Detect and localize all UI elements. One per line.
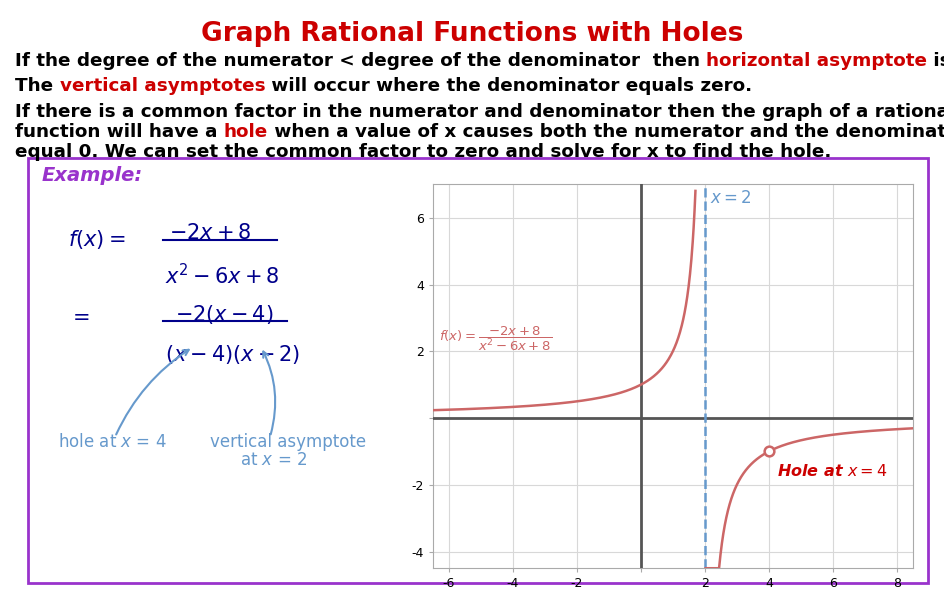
FancyBboxPatch shape (28, 158, 927, 583)
Text: Graph Rational Functions with Holes: Graph Rational Functions with Holes (201, 21, 742, 47)
Text: $f(x) = \dfrac{-2x+8}{x^2-6x+8}$: $f(x) = \dfrac{-2x+8}{x^2-6x+8}$ (439, 325, 551, 353)
Text: $x = 2$: $x = 2$ (709, 189, 750, 208)
Text: Example:: Example: (42, 166, 143, 185)
Text: function will have a: function will have a (15, 123, 224, 141)
Text: will occur where the denominator equals zero.: will occur where the denominator equals … (265, 77, 751, 95)
Text: $-2x+8$: $-2x+8$ (169, 223, 251, 243)
Text: Hole at $x = 4$: Hole at $x = 4$ (776, 463, 886, 479)
Text: horizontal asymptote: horizontal asymptote (705, 52, 926, 70)
Text: $=$: $=$ (68, 307, 90, 326)
Text: vertical asymptote: vertical asymptote (210, 433, 365, 451)
Text: $x^2-6x+8$: $x^2-6x+8$ (165, 263, 279, 288)
Text: is at y = 0.: is at y = 0. (926, 52, 944, 70)
Text: $(x-4)(x-2)$: $(x-4)(x-2)$ (165, 343, 300, 366)
Text: hole at $x$ = 4: hole at $x$ = 4 (58, 433, 166, 451)
Text: The: The (15, 77, 59, 95)
Text: $-2(x-4)$: $-2(x-4)$ (175, 303, 273, 326)
Text: $f(x) =$: $f(x) =$ (68, 228, 126, 251)
Text: equal 0. We can set the common factor to zero and solve for x to find the hole.: equal 0. We can set the common factor to… (15, 143, 831, 161)
Text: when a value of x causes both the numerator and the denominator to: when a value of x causes both the numera… (268, 123, 944, 141)
Text: hole: hole (224, 123, 268, 141)
Text: If there is a common factor in the numerator and denominator then the graph of a: If there is a common factor in the numer… (15, 103, 944, 121)
Text: If the degree of the numerator < degree of the denominator  then: If the degree of the numerator < degree … (15, 52, 705, 70)
Text: vertical asymptotes: vertical asymptotes (59, 77, 265, 95)
Text: at $x$ = 2: at $x$ = 2 (240, 451, 307, 469)
